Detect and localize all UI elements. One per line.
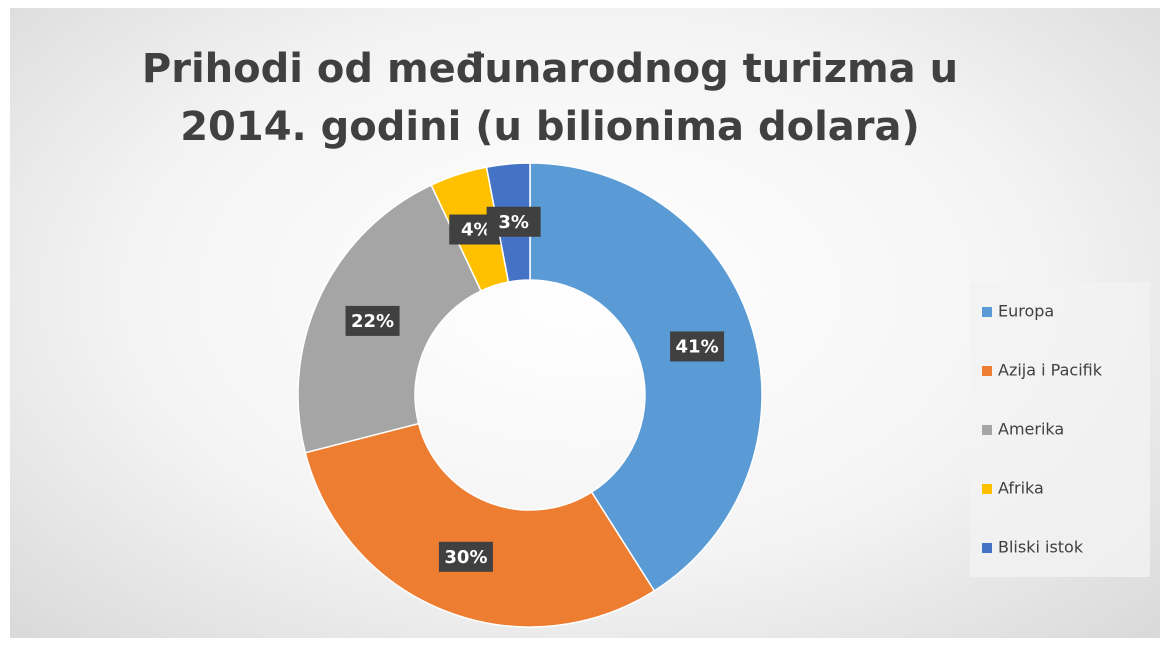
legend-label: Europa — [998, 302, 1054, 321]
legend-swatch — [982, 484, 992, 494]
legend-label: Afrika — [998, 479, 1044, 498]
data-label-box — [345, 305, 400, 336]
chart: 41% 30% 22% 4% 3% Europa Azija i Pacifik Amerik… — [297, 162, 1150, 628]
data-label: 41% — [676, 336, 719, 357]
legend-label: Azija i Pacifik — [998, 361, 1103, 380]
chart-title: Prihodi od međunarodnog turizma u 2014. … — [141, 46, 959, 150]
legend-swatch — [982, 307, 992, 317]
data-label: 30% — [444, 547, 487, 568]
legend-swatch — [982, 425, 992, 435]
legend-label: Bliski istok — [998, 538, 1084, 557]
legend-swatch — [982, 543, 992, 553]
data-label-box — [670, 331, 725, 362]
data-label-box — [438, 541, 493, 572]
legend-label: Amerika — [998, 420, 1064, 439]
chart-area: 41% 30% 22% 4% 3% Europa Azija i Pacifik Amerik… — [10, 8, 1160, 638]
donut-slice — [529, 162, 763, 592]
data-label: 4% — [461, 220, 492, 241]
data-label: 3% — [498, 212, 529, 233]
legend-swatch — [982, 366, 992, 376]
data-label: 22% — [351, 311, 394, 332]
data-label-box — [486, 206, 541, 237]
legend-box — [970, 282, 1150, 577]
donut-slice — [304, 422, 656, 628]
